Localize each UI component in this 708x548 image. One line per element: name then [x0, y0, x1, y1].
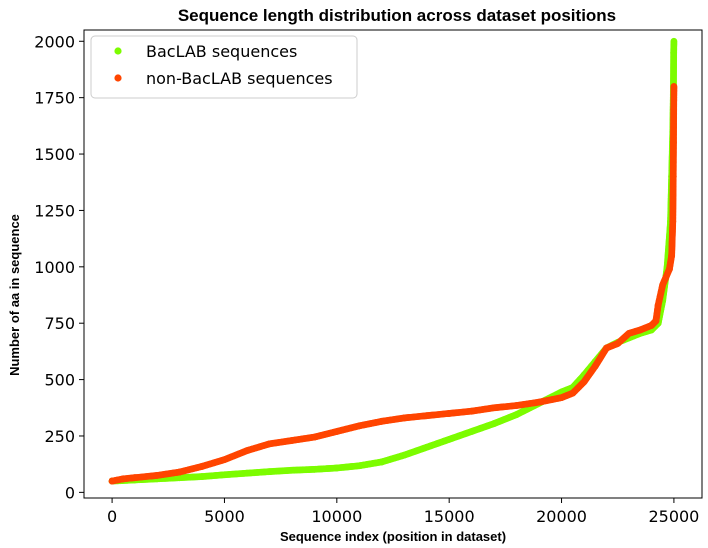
data-point: [108, 477, 116, 485]
y-tick-label: 750: [44, 314, 75, 333]
data-point: [468, 428, 476, 435]
data-point: [445, 410, 453, 417]
data-point: [513, 411, 520, 418]
data-point: [670, 139, 677, 147]
x-tick-label: 25000: [648, 507, 699, 526]
data-point: [131, 474, 138, 482]
data-point: [490, 404, 498, 412]
data-point: [400, 451, 408, 459]
data-point: [288, 437, 296, 444]
data-point: [558, 394, 565, 402]
data-point: [198, 473, 206, 480]
x-tick-label: 10000: [311, 507, 362, 526]
legend: BacLAB sequences non-BacLAB sequences: [90, 35, 358, 99]
data-point: [288, 466, 296, 474]
data-point: [666, 265, 673, 273]
y-tick-label: 0: [65, 483, 75, 502]
x-tick-label: 15000: [424, 507, 475, 526]
data-point: [400, 414, 408, 422]
data-point: [669, 173, 677, 181]
data-point: [266, 440, 273, 448]
plot-frame: [83, 29, 703, 499]
data-point: [670, 105, 678, 113]
y-tick-label: 1750: [34, 89, 75, 108]
data-point: [513, 402, 520, 409]
data-point: [378, 458, 386, 466]
data-point: [423, 412, 431, 420]
data-point: [659, 281, 667, 289]
legend-label: BacLAB sequences: [146, 42, 297, 61]
data-point: [176, 474, 183, 482]
data-point: [468, 407, 476, 415]
data-point: [669, 218, 677, 226]
data-point: [636, 326, 644, 334]
y-tick-label: 1000: [34, 258, 75, 277]
data-point: [310, 433, 318, 441]
data-point: [625, 329, 633, 337]
data-point: [490, 420, 498, 427]
legend-label: non-BacLAB sequences: [146, 69, 333, 88]
data-point: [198, 463, 206, 470]
data-point: [333, 464, 341, 472]
data-point: [221, 471, 228, 479]
series-non-baclab: [108, 82, 678, 485]
y-tick-label: 1250: [34, 201, 75, 220]
data-point: [243, 469, 251, 477]
y-tick-label: 1500: [34, 145, 75, 164]
data-point: [445, 435, 453, 443]
data-point: [670, 37, 678, 45]
data-point: [221, 456, 228, 464]
data-point: [355, 422, 363, 430]
y-tick-label: 500: [44, 371, 75, 390]
data-point: [378, 417, 386, 425]
data-point: [333, 428, 341, 435]
data-point: [614, 340, 622, 347]
data-point: [119, 475, 127, 483]
x-axis-ticks: 0 5000 10000 15000 20000 25000: [107, 498, 699, 526]
data-point: [310, 465, 318, 473]
data-point: [654, 301, 662, 309]
data-point: [603, 344, 610, 352]
x-axis-label: Sequence index (position in dataset): [280, 529, 506, 544]
chart-title: Sequence length distribution across data…: [178, 6, 616, 25]
data-point: [423, 443, 431, 451]
data-series: [108, 37, 678, 485]
legend-marker: [114, 74, 122, 82]
x-tick-label: 20000: [536, 507, 587, 526]
data-point: [652, 317, 660, 325]
data-point: [670, 49, 678, 56]
data-point: [535, 398, 543, 406]
data-point: [648, 322, 655, 329]
data-point: [176, 468, 183, 476]
legend-box: [90, 35, 358, 99]
x-tick-label: 5000: [204, 507, 245, 526]
data-point: [355, 462, 363, 470]
legend-marker: [114, 47, 122, 55]
y-tick-label: 250: [44, 427, 75, 446]
data-point: [670, 82, 678, 90]
data-point: [266, 468, 273, 476]
plot-area: [84, 30, 702, 498]
data-point: [569, 389, 577, 397]
data-point: [243, 447, 251, 455]
y-tick-label: 2000: [34, 32, 75, 51]
y-axis-ticks: 0 250 500 750 1000 1250 1500 1750 2000: [34, 32, 84, 502]
data-point: [591, 362, 599, 370]
data-point: [668, 252, 676, 259]
data-point: [153, 472, 161, 479]
x-tick-label: 0: [107, 507, 117, 526]
data-point: [580, 378, 588, 386]
y-axis-label: Number of aa in sequence: [7, 214, 22, 376]
